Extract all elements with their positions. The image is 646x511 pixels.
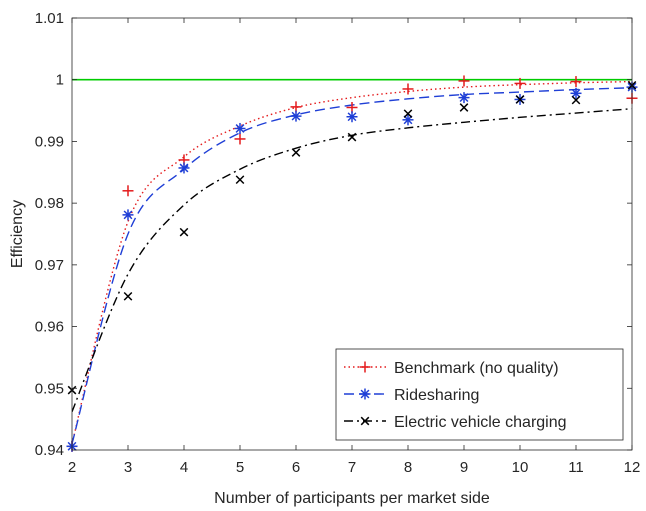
y-tick-label: 0.98 bbox=[35, 195, 64, 212]
data-point-marker bbox=[346, 111, 358, 123]
data-point-marker bbox=[178, 162, 190, 174]
x-tick-label: 8 bbox=[404, 459, 412, 476]
data-point-marker bbox=[458, 75, 470, 87]
data-point-marker bbox=[346, 101, 358, 113]
data-point-marker bbox=[402, 83, 414, 95]
data-point-marker bbox=[122, 185, 134, 197]
series-fit-line bbox=[72, 87, 632, 445]
series-fit-line bbox=[72, 108, 632, 413]
x-tick-label: 6 bbox=[292, 459, 300, 476]
data-point-marker bbox=[403, 109, 413, 118]
data-point-marker bbox=[290, 101, 302, 113]
y-tick-label: 0.99 bbox=[35, 133, 64, 150]
y-tick-label: 1 bbox=[56, 72, 64, 89]
legend: Benchmark (no quality) Ridesharing Electri… bbox=[335, 348, 624, 441]
x-tick-label: 7 bbox=[348, 459, 356, 476]
legend-entry-label: Ridesharing bbox=[394, 387, 479, 404]
data-point-marker bbox=[291, 148, 301, 157]
legend-marker-sample bbox=[359, 361, 371, 373]
x-tick-label: 12 bbox=[624, 459, 641, 476]
data-point-marker bbox=[179, 227, 189, 237]
y-axis-label: Efficiency bbox=[9, 200, 26, 268]
data-point-marker bbox=[459, 103, 469, 112]
legend-entry-label: Electric vehicle charging bbox=[394, 414, 567, 431]
x-tick-label: 9 bbox=[460, 459, 468, 476]
data-point-marker bbox=[234, 122, 246, 134]
y-tick-label: 1.01 bbox=[35, 10, 64, 27]
data-point-marker bbox=[570, 87, 582, 99]
data-point-marker bbox=[290, 110, 302, 122]
y-tick-label: 0.95 bbox=[35, 380, 64, 397]
data-point-marker bbox=[515, 95, 525, 104]
data-point-marker bbox=[347, 132, 357, 142]
data-point-marker bbox=[570, 76, 582, 88]
x-tick-label: 4 bbox=[180, 459, 188, 476]
x-tick-label: 3 bbox=[124, 459, 132, 476]
x-tick-label: 5 bbox=[236, 459, 244, 476]
legend-marker-sample bbox=[359, 388, 371, 400]
y-tick-label: 0.97 bbox=[35, 257, 64, 274]
data-point-marker bbox=[235, 175, 245, 185]
data-point-marker bbox=[123, 292, 133, 301]
legend-marker-sample bbox=[360, 416, 370, 426]
y-tick-label: 0.96 bbox=[35, 319, 64, 336]
data-point-marker bbox=[122, 209, 134, 221]
x-tick-label: 11 bbox=[568, 459, 584, 476]
y-tick-label: 0.94 bbox=[35, 442, 64, 459]
data-point-marker bbox=[234, 133, 246, 145]
data-point-marker bbox=[571, 95, 581, 105]
legend-entry-label: Benchmark (no quality) bbox=[394, 360, 559, 377]
data-point-marker bbox=[458, 92, 470, 104]
x-tick-label: 10 bbox=[512, 459, 529, 476]
data-point-marker bbox=[402, 114, 414, 126]
data-point-marker bbox=[514, 77, 526, 89]
x-axis-label: Number of participants per market side bbox=[214, 490, 490, 507]
x-tick-label: 2 bbox=[68, 459, 76, 476]
